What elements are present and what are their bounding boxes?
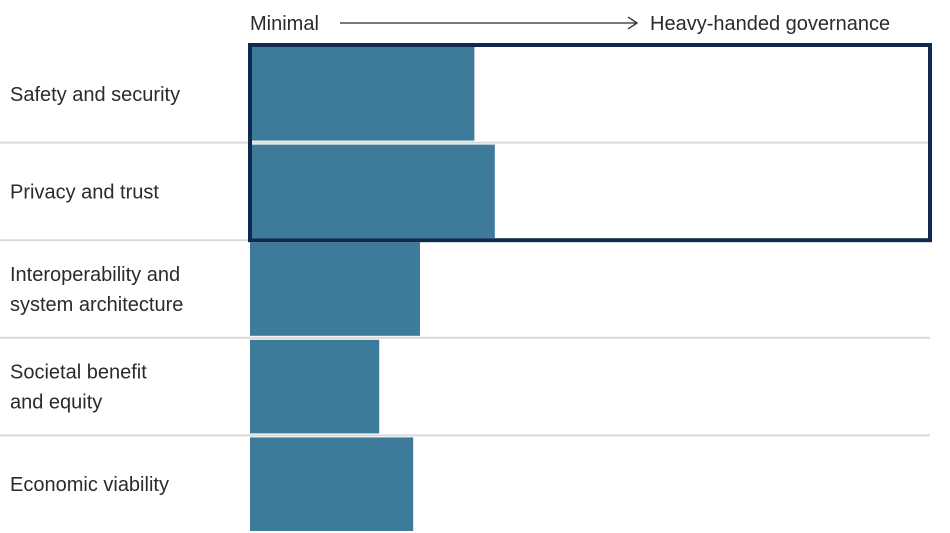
highlight-box	[248, 43, 932, 243]
category-label: system architecture	[10, 294, 183, 316]
bar-5	[250, 437, 414, 531]
scale-header: Minimal Heavy-handed governance	[250, 13, 890, 35]
category-label: Societal benefit	[10, 362, 147, 384]
category-label: Safety and security	[10, 84, 180, 106]
bar-1	[250, 47, 475, 141]
bar-2	[250, 144, 495, 239]
bar-4	[250, 339, 380, 434]
scale-arrow-head	[627, 16, 639, 30]
category-label: Economic viability	[10, 474, 169, 496]
highlight-border	[248, 43, 932, 243]
category-label: Interoperability and	[10, 264, 180, 286]
category-labels: Safety and security Privacy and trust Inte…	[10, 84, 183, 496]
category-label: Privacy and trust	[10, 181, 159, 203]
category-label: and equity	[10, 392, 102, 414]
bars	[250, 47, 495, 531]
scale-right-label: Heavy-handed governance	[650, 13, 890, 35]
scale-left-label: Minimal	[250, 13, 319, 35]
bar-3	[250, 242, 420, 336]
